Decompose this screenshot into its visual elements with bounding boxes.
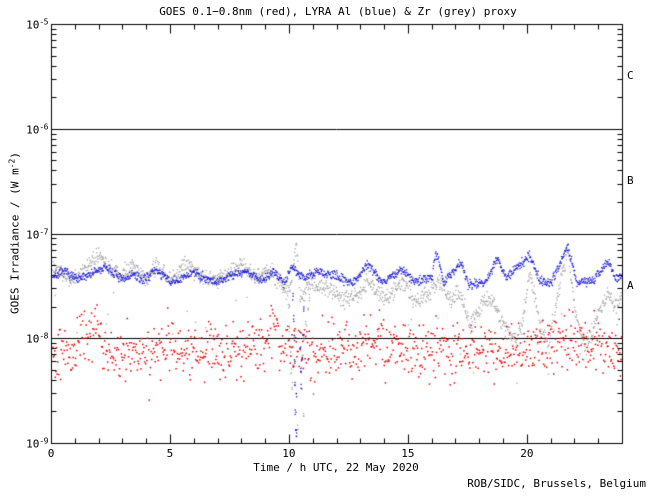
y-tick-label: 10-6 — [26, 122, 48, 137]
x-tick-label: 10 — [282, 447, 296, 460]
x-tick-label: 15 — [401, 447, 415, 460]
y-axis-label-suffix: ) — [8, 152, 22, 159]
y-tick-label: 10-9 — [26, 436, 48, 451]
flare-class-label-c: C — [627, 69, 634, 83]
chart-title: GOES 0.1−0.8nm (red), LYRA Al (blue) & Z… — [159, 5, 517, 18]
credit-text: ROB/SIDC, Brussels, Belgium — [467, 477, 646, 490]
x-tick-label: 20 — [520, 447, 534, 460]
x-tick-label: 5 — [166, 447, 174, 460]
y-tick-label: 10-5 — [26, 17, 48, 32]
flare-class-label-a: A — [627, 278, 634, 292]
x-axis-label: Time / h UTC, 22 May 2020 — [253, 461, 419, 474]
flare-class-label-b: B — [627, 174, 634, 188]
y-tick-label: 10-7 — [26, 227, 48, 241]
x-tick-label: 0 — [47, 447, 55, 460]
y-axis-label: GOES Irradiance / (W m-2) — [7, 152, 22, 314]
y-axis-label-text: GOES Irradiance / (W m — [8, 168, 22, 314]
y-axis-label-exponent: -2 — [7, 158, 17, 169]
y-tick-label: 10-8 — [26, 331, 48, 346]
